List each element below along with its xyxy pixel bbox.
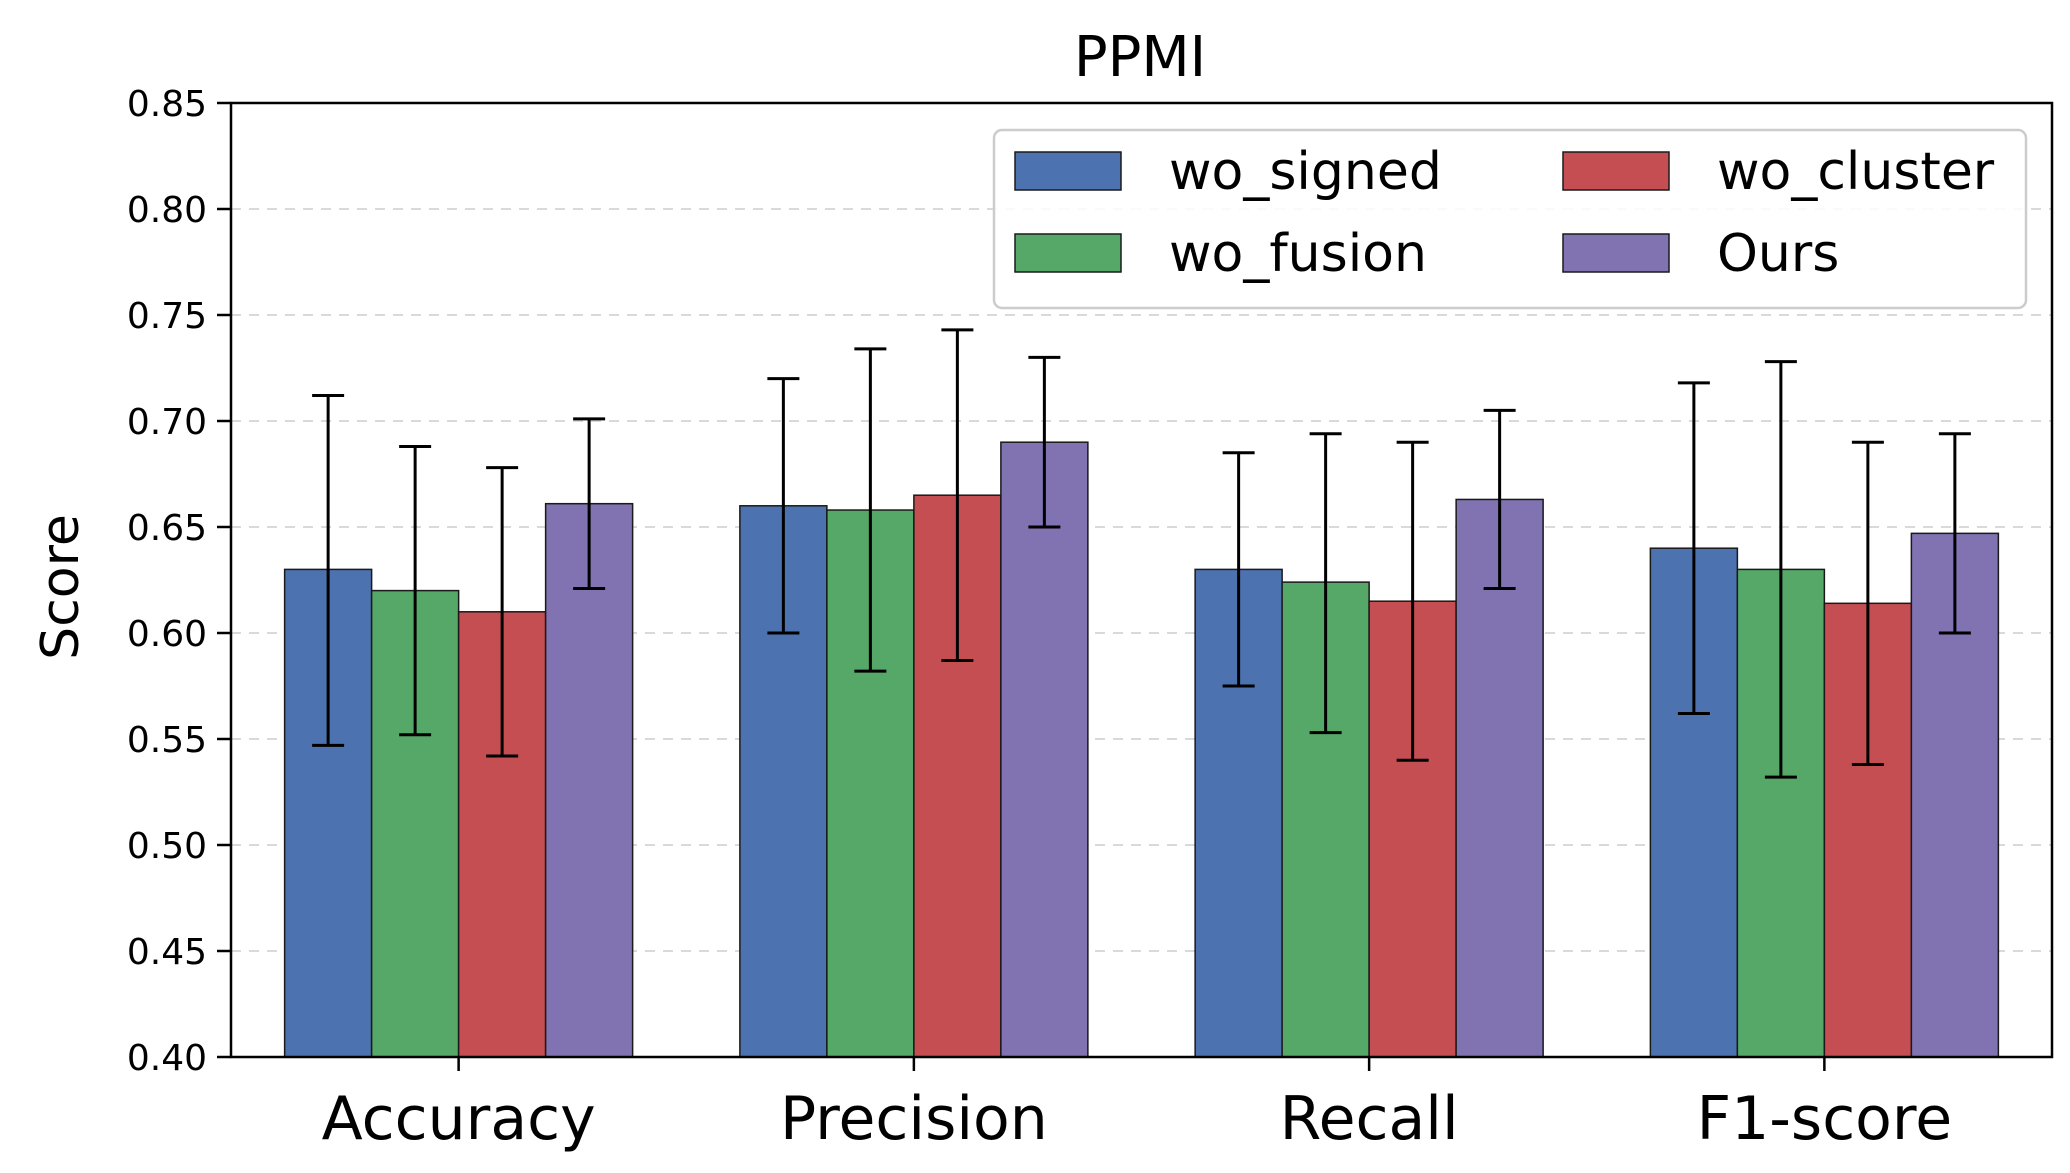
legend-label: Ours xyxy=(1717,224,1839,284)
legend-label: wo_fusion xyxy=(1169,224,1427,284)
y-tick-label: 0.40 xyxy=(127,1038,207,1079)
bar xyxy=(1000,441,1089,1058)
y-tick-label: 0.75 xyxy=(127,296,207,337)
legend-swatch xyxy=(1562,151,1670,191)
y-tick-label: 0.70 xyxy=(127,402,207,443)
bar xyxy=(1455,498,1544,1058)
legend-swatch xyxy=(1014,151,1122,191)
x-tick-label: Precision xyxy=(780,1084,1048,1154)
y-tick-label: 0.65 xyxy=(127,508,207,549)
x-tick-label: Recall xyxy=(1280,1084,1459,1154)
legend-label: wo_cluster xyxy=(1717,142,1995,202)
y-tick-label: 0.45 xyxy=(127,932,207,973)
legend-swatch xyxy=(1014,233,1122,273)
y-tick-label: 0.80 xyxy=(127,190,207,231)
legend-swatch xyxy=(1562,233,1670,273)
y-tick-label: 0.60 xyxy=(127,614,207,655)
bar xyxy=(544,502,634,1058)
legend-box xyxy=(992,128,2028,310)
legend: wo_signed wo_fusion wo_cluster Ours xyxy=(992,128,2028,310)
y-tick-label: 0.55 xyxy=(127,720,207,761)
legend-label: wo_signed xyxy=(1169,142,1442,202)
y-axis-label: Score xyxy=(31,514,91,660)
error-bars xyxy=(312,328,1971,779)
plot-frame xyxy=(229,101,2054,1059)
bars xyxy=(283,441,2000,1058)
y-tick-label: 0.85 xyxy=(127,84,207,125)
axes: 0.40 0.45 0.50 0.55 0.60 0.65 0.70 0.75 0.80 0.85… xyxy=(127,84,2054,1154)
x-tick-label: F1-score xyxy=(1697,1084,1953,1154)
chart-title: PPMI xyxy=(1074,25,1206,90)
y-tick-label: 0.50 xyxy=(127,826,207,867)
x-tick-label: Accuracy xyxy=(322,1084,596,1154)
